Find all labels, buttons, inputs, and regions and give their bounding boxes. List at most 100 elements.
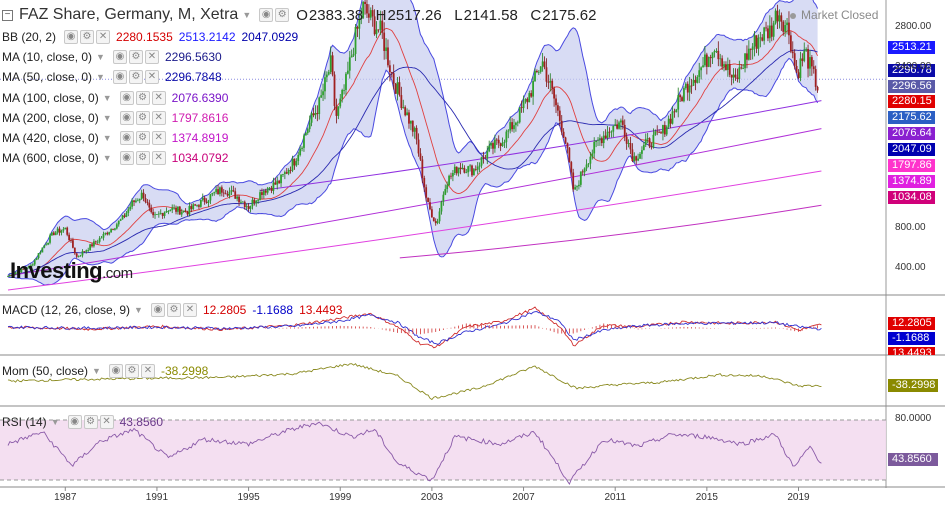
candle-down (408, 112, 410, 124)
eye-icon[interactable]: ◉ (67, 415, 82, 429)
settings-icon[interactable]: ⚙ (80, 30, 95, 44)
eye-icon[interactable]: ◉ (108, 364, 123, 378)
close-icon[interactable]: ✕ (151, 131, 166, 145)
indicator-ma100[interactable]: MA (100, close, 0) ▼ ◉ ⚙ ✕ 2076.6390 (2, 89, 228, 107)
indicator-ma50[interactable]: MA (50, close, 0) ▼ ◉ ⚙ ✕ 2296.7848 (2, 68, 222, 86)
candle-up (476, 166, 479, 170)
chevron-down-icon[interactable]: ▼ (242, 10, 252, 20)
eye-icon[interactable]: ◉ (259, 8, 274, 22)
close-icon[interactable]: ✕ (144, 70, 159, 84)
candle-up (702, 65, 704, 68)
candle-down (404, 107, 407, 116)
candle-up (518, 107, 521, 123)
candle-up (654, 131, 657, 135)
candle-down (604, 135, 607, 139)
candle-up (799, 58, 802, 78)
eye-icon[interactable]: ◉ (119, 91, 134, 105)
macd-chart[interactable] (7, 306, 822, 349)
close-icon[interactable]: ✕ (96, 30, 111, 44)
chevron-down-icon[interactable]: ▼ (92, 366, 101, 376)
low-value: 2141.58 (463, 6, 518, 24)
candle-up (14, 272, 17, 275)
candle-down (557, 105, 559, 111)
settings-icon[interactable]: ⚙ (128, 70, 143, 84)
ma100-label: MA (100, close, 0) (2, 91, 99, 105)
candle-up (327, 71, 330, 75)
candle-up (446, 185, 449, 190)
settings-icon[interactable]: ⚙ (128, 50, 143, 64)
eye-icon[interactable]: ◉ (64, 30, 79, 44)
symbol-title[interactable]: FAZ Share, Germany, M, Xetra (19, 6, 239, 23)
settings-icon[interactable]: ⚙ (83, 415, 98, 429)
close-icon[interactable]: ✕ (144, 50, 159, 64)
candle-down (459, 167, 462, 170)
price-chart[interactable] (0, 0, 886, 291)
bb-upper-value: 2513.2142 (178, 30, 236, 44)
indicator-ma600[interactable]: MA (600, close, 0) ▼ ◉ ⚙ ✕ 1034.0792 (2, 149, 228, 167)
investing-logo[interactable]: Investing.com (10, 258, 133, 284)
indicator-ma10[interactable]: MA (10, close, 0) ▼ ◉ ⚙ ✕ 2296.5630 (2, 48, 222, 66)
candle-down (543, 61, 546, 68)
candle-up (448, 175, 450, 186)
settings-icon[interactable]: ⚙ (166, 303, 181, 317)
candle-up (528, 93, 531, 103)
eye-icon[interactable]: ◉ (112, 50, 127, 64)
candle-up (346, 70, 349, 74)
indicator-rsi[interactable]: RSI (14) ▼ ◉ ⚙ ✕ 43.8560 (2, 413, 163, 431)
macd-badge: 13.4493 (888, 347, 935, 355)
chevron-down-icon[interactable]: ▼ (102, 113, 112, 123)
eye-icon[interactable]: ◉ (119, 131, 134, 145)
chevron-down-icon[interactable]: ▼ (96, 52, 105, 62)
close-icon[interactable]: ✕ (182, 303, 197, 317)
indicator-macd[interactable]: MACD (12, 26, close, 9) ▼ ◉ ⚙ ✕ 12.2805 -1.… (2, 301, 342, 319)
candle-down (495, 139, 498, 141)
settings-icon[interactable]: ⚙ (135, 111, 150, 125)
candle-down (247, 206, 250, 209)
close-icon[interactable]: ✕ (99, 415, 114, 429)
candle-down (629, 143, 632, 150)
candle-down (234, 191, 237, 199)
eye-icon[interactable]: ◉ (119, 151, 134, 165)
candle-down (175, 207, 177, 212)
chevron-down-icon[interactable]: ▼ (134, 305, 143, 315)
close-icon[interactable]: ✕ (151, 111, 166, 125)
candle-up (442, 194, 445, 202)
chevron-down-icon[interactable]: ▼ (102, 153, 112, 163)
candle-down (536, 70, 538, 73)
candle-up (534, 70, 536, 82)
chevron-down-icon[interactable]: ▼ (96, 72, 105, 82)
settings-icon[interactable]: ⚙ (135, 131, 150, 145)
chevron-down-icon[interactable]: ▼ (102, 93, 112, 103)
settings-icon[interactable]: ⚙ (135, 91, 150, 105)
candle-down (572, 172, 575, 190)
candle-up (159, 213, 162, 214)
candle-up (79, 255, 82, 257)
close-icon[interactable]: ✕ (151, 91, 166, 105)
candle-up (251, 199, 254, 207)
candle-up (314, 113, 317, 116)
settings-icon[interactable]: ⚙ (135, 151, 150, 165)
candle-down (356, 26, 359, 29)
indicator-bb[interactable]: BB (20, 2) ◉ ⚙ ✕ 2280.1535 2513.2142 2047.… (2, 28, 298, 46)
rsi-chart[interactable] (0, 419, 886, 485)
eye-icon[interactable]: ◉ (112, 70, 127, 84)
collapse-icon[interactable]: − (2, 9, 13, 21)
candle-up (85, 250, 88, 252)
chevron-down-icon[interactable]: ▼ (102, 133, 112, 143)
indicator-ma420[interactable]: MA (420, close, 0) ▼ ◉ ⚙ ✕ 1374.8919 (2, 129, 228, 147)
candle-down (387, 47, 389, 66)
close-icon[interactable]: ✕ (140, 364, 155, 378)
settings-icon[interactable]: ⚙ (275, 8, 290, 22)
indicator-mom[interactable]: Mom (50, close) ▼ ◉ ⚙ ✕ -38.2998 (2, 362, 208, 380)
candle-down (767, 28, 769, 39)
candle-up (140, 192, 143, 200)
indicator-ma200[interactable]: MA (200, close, 0) ▼ ◉ ⚙ ✕ 1797.8616 (2, 109, 228, 127)
eye-icon[interactable]: ◉ (119, 111, 134, 125)
close-icon[interactable]: ✕ (151, 151, 166, 165)
candle-up (249, 206, 252, 209)
candle-up (583, 168, 586, 173)
eye-icon[interactable]: ◉ (150, 303, 165, 317)
settings-icon[interactable]: ⚙ (124, 364, 139, 378)
chevron-down-icon[interactable]: ▼ (50, 417, 60, 427)
